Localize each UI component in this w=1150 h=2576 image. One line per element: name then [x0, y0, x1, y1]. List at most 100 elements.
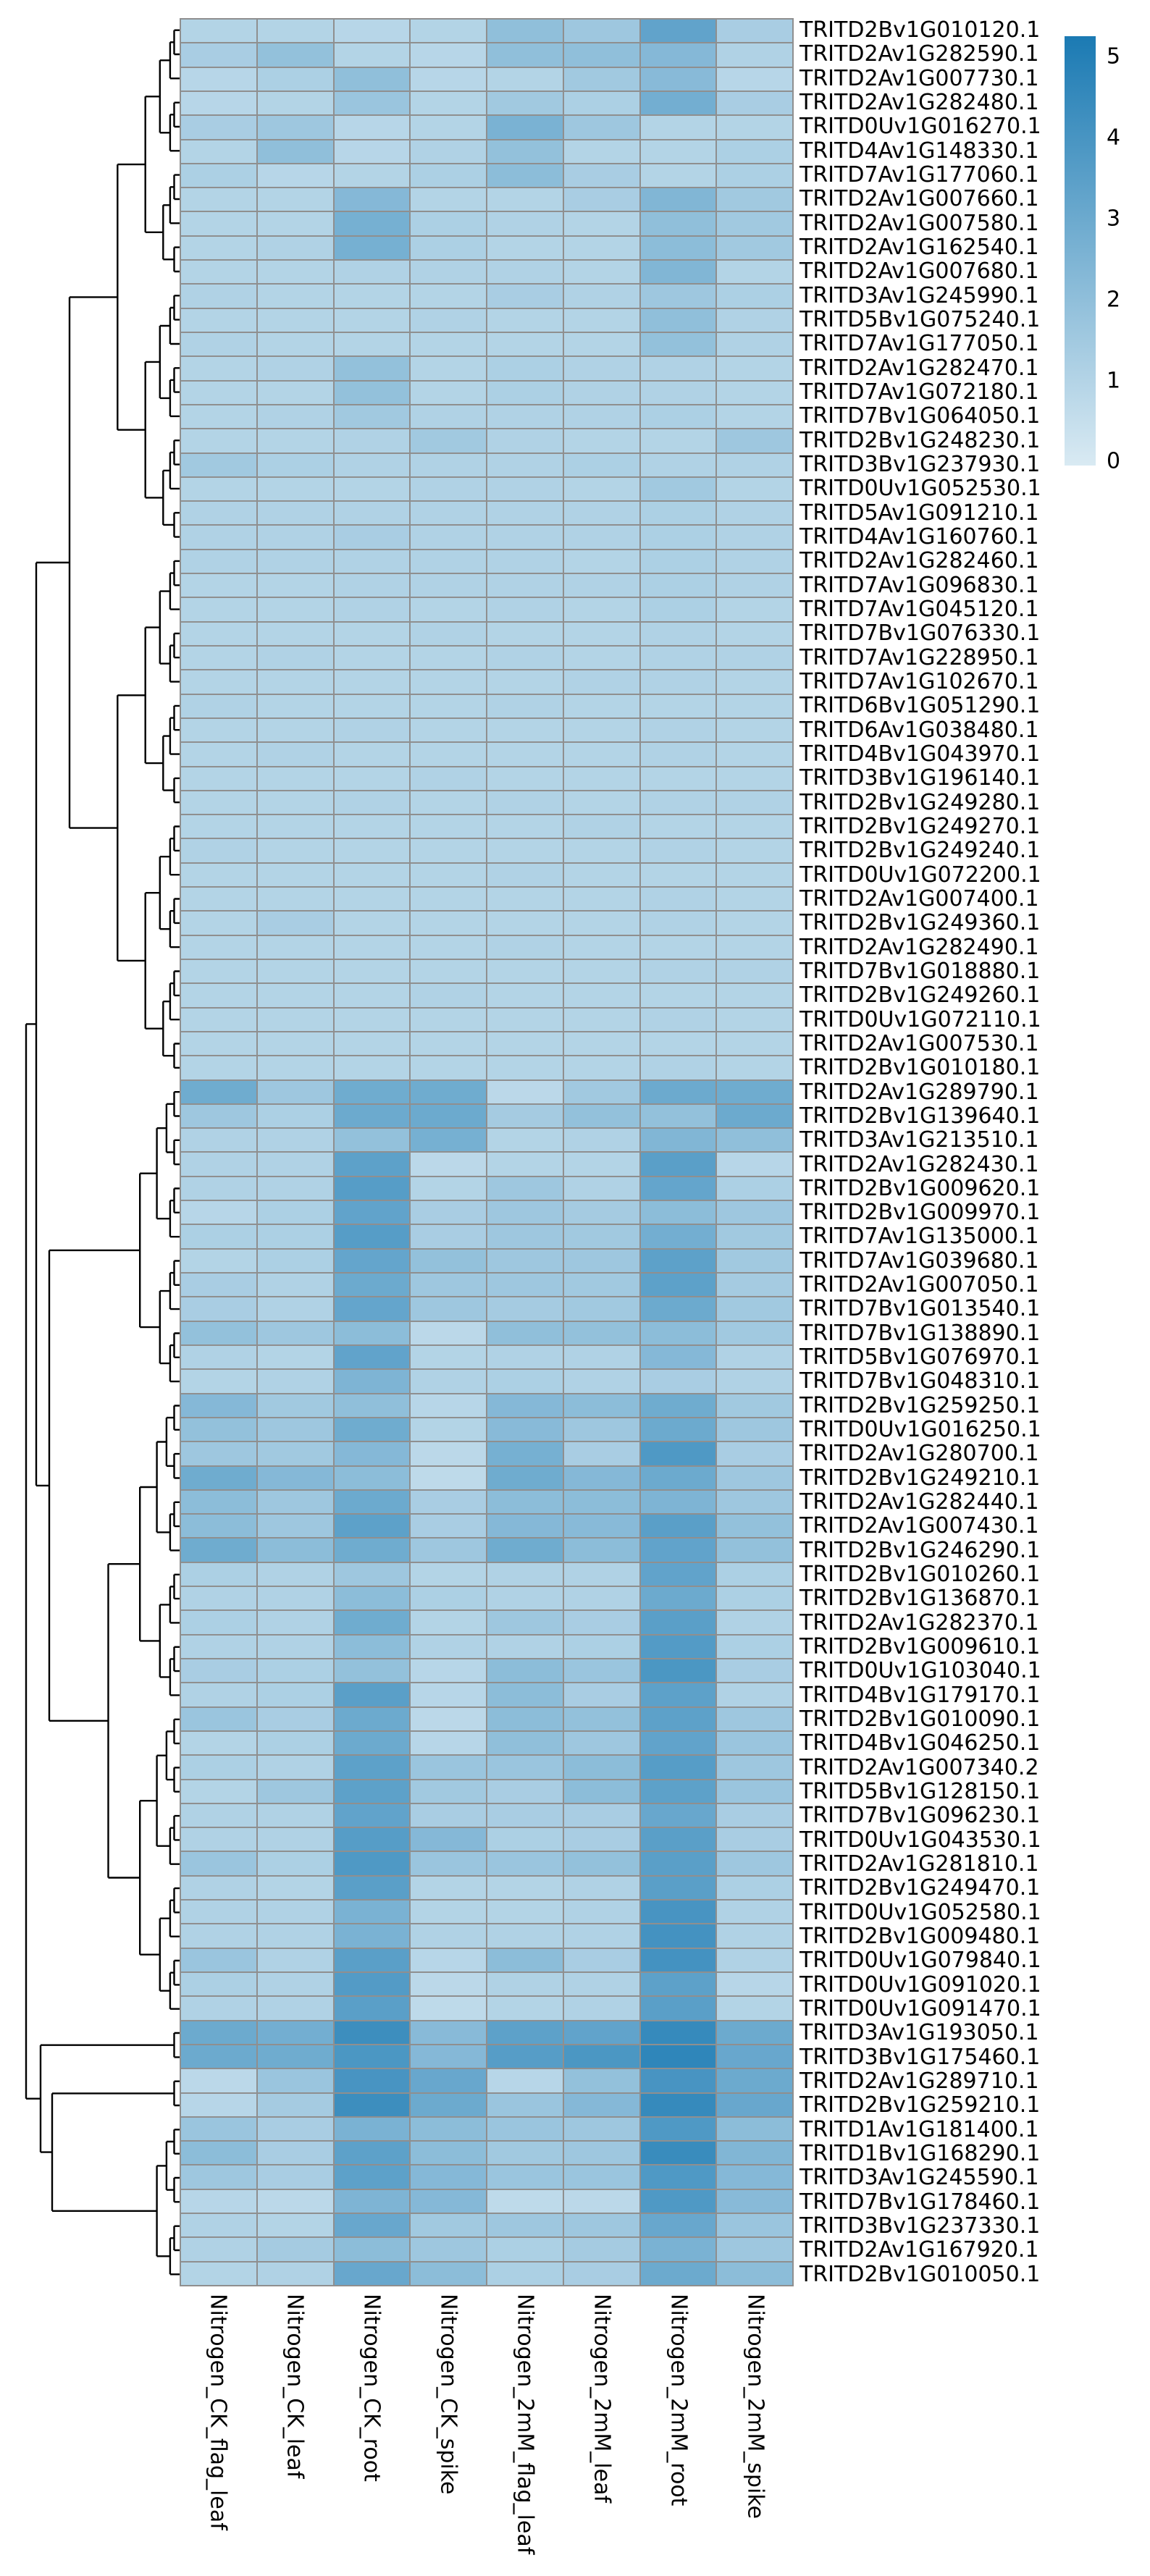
heatmap-cell [257, 1129, 333, 1152]
heatmap-cell [257, 1828, 333, 1851]
heatmap-cell [563, 1972, 639, 1996]
heatmap-cell [717, 2262, 792, 2285]
row-label: TRITD7Bv1G018880.1 [799, 958, 1041, 984]
heatmap-cell [487, 598, 563, 621]
row-label: TRITD7Bv1G076330.1 [799, 620, 1041, 647]
heatmap-cell [334, 43, 410, 67]
heatmap-cell [181, 1177, 256, 1200]
heatmap-cell [487, 1659, 563, 1683]
heatmap-cell [717, 1515, 792, 1538]
heatmap-cell [563, 622, 639, 646]
heatmap-cell [257, 236, 333, 260]
heatmap-cell [411, 1876, 486, 1900]
heatmap-cell [257, 477, 333, 501]
heatmap-cell [411, 1345, 486, 1369]
heatmap-cell [640, 1539, 716, 1562]
heatmap-cell [257, 2238, 333, 2261]
heatmap-cell [257, 20, 333, 43]
heatmap-cell [487, 694, 563, 717]
heatmap-cell [411, 140, 486, 163]
heatmap-cell [487, 1297, 563, 1321]
heatmap-cell [563, 1153, 639, 1176]
row-label: TRITD2Av1G007660.1 [799, 186, 1039, 212]
heatmap-cell [563, 2117, 639, 2141]
heatmap-cell [181, 1321, 256, 1344]
heatmap-cell [411, 1539, 486, 1562]
heatmap-cell [640, 1901, 716, 1924]
row-label: TRITD7Av1G039680.1 [799, 1247, 1039, 1274]
heatmap-cell [257, 1587, 333, 1610]
heatmap-cell [411, 1056, 486, 1079]
row-label: TRITD2Bv1G249260.1 [799, 982, 1041, 1009]
heatmap-cell [563, 1321, 639, 1344]
row-label: TRITD3Av1G213510.1 [799, 1127, 1039, 1153]
heatmap-cell [487, 888, 563, 911]
heatmap-cell [411, 477, 486, 501]
heatmap-cell [717, 2165, 792, 2189]
heatmap-cell [640, 598, 716, 621]
heatmap-cell [257, 718, 333, 742]
heatmap-cell [334, 140, 410, 163]
heatmap-cell [411, 839, 486, 862]
heatmap-cell [257, 1635, 333, 1658]
heatmap-cell [411, 1828, 486, 1851]
heatmap-cell [487, 670, 563, 694]
heatmap-cell [717, 91, 792, 115]
heatmap-cell [640, 1177, 716, 1200]
heatmap-cell [563, 1056, 639, 1079]
heatmap-cell [717, 1442, 792, 1465]
heatmap-cell [257, 767, 333, 790]
heatmap-cell [411, 1515, 486, 1538]
heatmap-cell [257, 1539, 333, 1562]
row-label: TRITD2Bv1G010050.1 [799, 2261, 1041, 2287]
row-label: TRITD2Av1G281810.1 [799, 1851, 1039, 1877]
heatmap-cell [640, 1876, 716, 1900]
heatmap-cell [334, 1707, 410, 1730]
row-label: TRITD2Av1G007050.1 [799, 1272, 1039, 1298]
heatmap-cell [411, 670, 486, 694]
heatmap-cell [717, 20, 792, 43]
heatmap-cell [257, 1780, 333, 1803]
heatmap-cell [411, 261, 486, 284]
heatmap-cell [334, 743, 410, 766]
heatmap-cell [487, 526, 563, 549]
heatmap-cell [487, 2069, 563, 2092]
colorbar-tick-label: 0 [1107, 448, 1121, 474]
heatmap-cell [257, 357, 333, 380]
heatmap-cell [257, 453, 333, 476]
heatmap-cell [640, 429, 716, 453]
heatmap-cell [563, 912, 639, 935]
heatmap-cell [334, 1153, 410, 1176]
heatmap-cell [640, 1490, 716, 1514]
heatmap-cell [640, 574, 716, 597]
heatmap-cell [563, 1080, 639, 1103]
heatmap-cell [640, 1032, 716, 1056]
heatmap-cell [181, 1394, 256, 1417]
row-label: TRITD2Bv1G009480.1 [799, 1924, 1041, 1950]
column-label: Nitrogen_CK_leaf [282, 2294, 308, 2479]
heatmap-cell [257, 1345, 333, 1369]
heatmap-cell [181, 212, 256, 235]
row-label: TRITD4Av1G160760.1 [799, 523, 1039, 550]
heatmap-cell [717, 550, 792, 573]
heatmap-cell [257, 1972, 333, 1996]
heatmap-cell [563, 43, 639, 67]
heatmap-cell [257, 2021, 333, 2044]
heatmap-cell [334, 2069, 410, 2092]
heatmap-cell [257, 164, 333, 188]
row-label: TRITD3Bv1G196140.1 [799, 765, 1041, 791]
heatmap-cell [717, 67, 792, 91]
heatmap-cell [487, 1274, 563, 1297]
row-label: TRITD2Bv1G139640.1 [799, 1103, 1041, 1129]
heatmap-cell [640, 1707, 716, 1730]
row-label: TRITD7Av1G177050.1 [799, 331, 1039, 357]
heatmap-cell [563, 67, 639, 91]
heatmap-cell [563, 1539, 639, 1562]
heatmap-cell [411, 647, 486, 670]
heatmap-cell [640, 767, 716, 790]
heatmap-cell [487, 1803, 563, 1827]
heatmap-cell [411, 1032, 486, 1056]
row-label: TRITD2Bv1G249280.1 [799, 789, 1041, 815]
heatmap-cell [487, 1442, 563, 1465]
heatmap-cell [411, 526, 486, 549]
